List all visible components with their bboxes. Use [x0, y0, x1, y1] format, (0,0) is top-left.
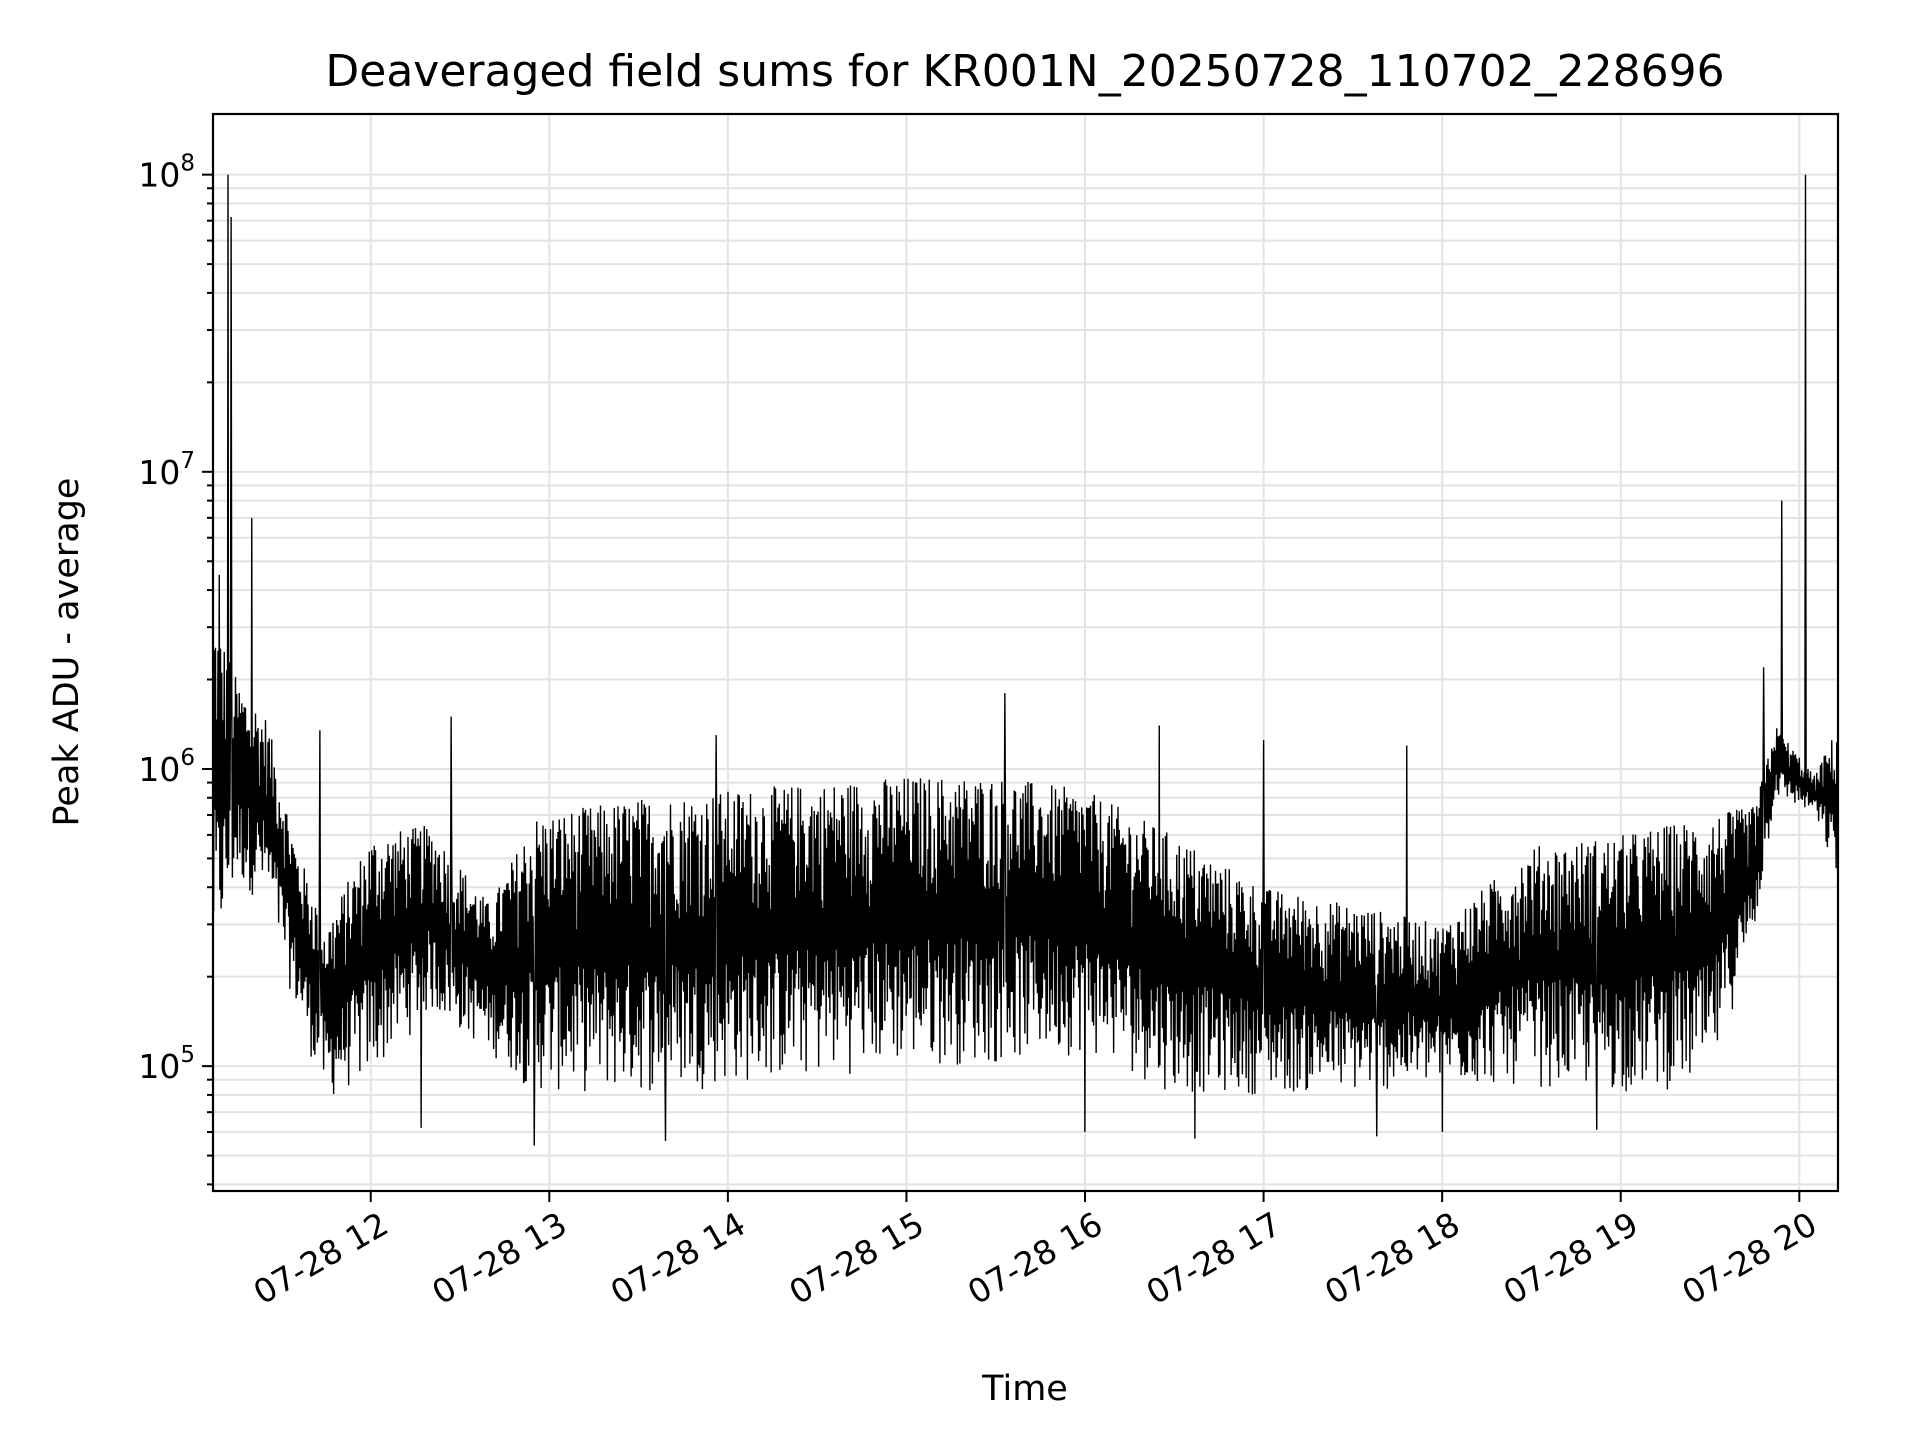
y-tick-label: 108 — [138, 151, 195, 195]
y-axis-label: Peak ADU - average — [47, 478, 87, 827]
x-axis-label: Time — [981, 1369, 1068, 1409]
series-layer — [212, 174, 1839, 1146]
series-line — [212, 174, 1839, 1146]
y-tick-label: 106 — [138, 745, 195, 789]
plot-frame — [211, 112, 1840, 1193]
y-tick-label: 105 — [138, 1042, 195, 1086]
y-tick-label: 107 — [138, 448, 195, 492]
chart-title: Deaveraged field sums for KR001N_2025072… — [325, 46, 1724, 97]
